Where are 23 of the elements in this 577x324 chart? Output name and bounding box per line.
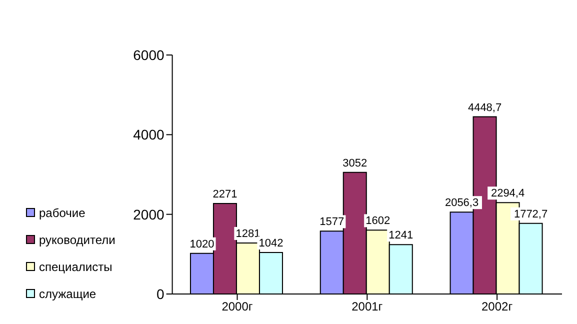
data-label: 2271 xyxy=(212,188,238,201)
y-tick-label: 0 xyxy=(156,286,164,302)
y-tick-label: 6000 xyxy=(133,46,164,63)
data-label: 1602 xyxy=(366,215,390,228)
x-tick-label: 2000г xyxy=(222,300,254,314)
data-label: 1281 xyxy=(236,228,260,240)
y-tick-label: 4000 xyxy=(133,126,164,143)
y-tick-label: 2000 xyxy=(133,206,164,222)
x-tick-label: 2001г xyxy=(352,300,384,314)
x-tick-label: 2002г xyxy=(482,300,514,314)
data-label: 3052 xyxy=(342,157,368,170)
legend-label: служащие xyxy=(39,286,96,300)
legend-label: рабочие xyxy=(39,206,86,220)
data-label: 2056,3 xyxy=(444,197,479,210)
legend-label: руководители xyxy=(39,232,116,246)
legend-label: специалисты xyxy=(39,260,112,274)
data-label: 1042 xyxy=(258,237,284,250)
data-label: 1241 xyxy=(388,230,414,242)
data-label: 1772,7 xyxy=(514,208,548,220)
data-label: 1577 xyxy=(320,216,344,228)
data-label: 2294,4 xyxy=(490,188,525,200)
data-label: 1020 xyxy=(190,238,214,250)
data-label: 4448,7 xyxy=(468,102,502,114)
